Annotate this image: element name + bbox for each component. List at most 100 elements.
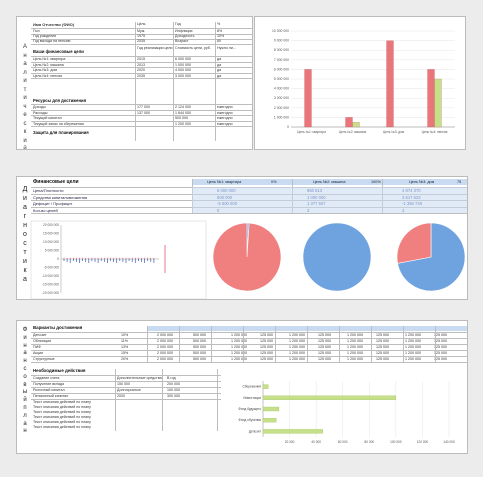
vertical-letter: а [23, 420, 27, 427]
grid-line [217, 369, 218, 431]
profile-cell: Пол [33, 29, 40, 33]
goal-cell: Цель №3: дом [33, 68, 57, 72]
action-cell: 2000 [117, 394, 125, 398]
option-projection-cell: 125 000 [376, 351, 389, 355]
option-projection-cell: 1 200 000 [289, 339, 305, 343]
chart-frame [30, 220, 207, 299]
income-cell: Текущий капитал [33, 116, 62, 120]
option-projection-cell: 125 000 [260, 357, 273, 361]
grid-line [403, 326, 404, 362]
grid-line [31, 213, 467, 214]
option-projection-cell: 1 200 000 [405, 351, 421, 355]
y-tick-label: 6 000 000 [274, 67, 289, 71]
action-cell: Получение вклада [33, 382, 64, 386]
vertical-letter: и [23, 95, 27, 101]
income-cell: ежегодно [217, 110, 233, 115]
grid-line [147, 326, 148, 362]
grid-line [31, 109, 252, 111]
y-tick-label: 2 000 000 [274, 106, 289, 110]
option-cell: Структурные [33, 357, 55, 361]
data-band [382, 187, 467, 213]
x-tick-label: 120 000 [417, 440, 429, 444]
action-cell: 150 000 [117, 382, 130, 386]
vertical-letter: т [23, 249, 27, 256]
option-projection-cell: 125 000 [318, 339, 331, 343]
goal-pie-charts [212, 222, 466, 292]
actions-bar-chart: 20 000 40 000 60 000 80 000 100 000 120 000 14… [223, 379, 463, 449]
y-tick-label: Фонд обучения [238, 418, 261, 422]
income-cell: 177 000 [137, 105, 150, 109]
action-cell: Пенсионный капитал [33, 394, 69, 398]
goal-column-header: Цель №1: квартира [207, 180, 242, 184]
goal-cell: 3 000 000 [175, 73, 191, 78]
vertical-letter: в [23, 381, 27, 388]
vertical-letter: с [23, 120, 27, 127]
grid-line [31, 115, 252, 116]
vertical-title: Аналитическийанализ [21, 43, 29, 149]
vertical-letter: й [23, 397, 27, 404]
option-cell: 500 000 [193, 333, 206, 337]
vertical-letter: е [23, 112, 27, 118]
option-cell: 15% [121, 351, 129, 355]
option-cell: 13% [121, 345, 129, 349]
section-title: Варианты достижения [33, 325, 83, 330]
vertical-letter: л [23, 69, 27, 76]
goal-cell: 6 000 000 [175, 57, 191, 61]
y-tick-label: 1 000 000 [274, 115, 289, 119]
grid-line [31, 120, 252, 122]
income-cell: 137 000 [137, 110, 150, 115]
option-cell: Депозит [33, 333, 47, 337]
y-tick-label: Фонд будущего [238, 407, 261, 411]
action-cell: 200 000 [167, 382, 180, 386]
grid-line [31, 126, 252, 127]
grid-line [31, 356, 467, 357]
income-cell: 1 644 000 [175, 110, 191, 115]
section-title: Финансовые цели [33, 179, 79, 185]
vertical-letter: л [23, 412, 27, 419]
option-cell: 20% [121, 357, 129, 361]
vertical-letter: Ф [22, 327, 28, 333]
grid-line [31, 381, 221, 382]
grid-line [371, 326, 372, 362]
y-tick-label: 7 000 000 [274, 58, 289, 62]
income-cell: ежегодно [217, 105, 233, 109]
pie-slice [302, 222, 372, 292]
vertical-letter: и [23, 78, 27, 84]
option-projection-cell: 125 000 [318, 351, 331, 355]
data-band [192, 187, 292, 213]
action-cell: Создание счета [33, 376, 60, 380]
profile-cell: Доходность [175, 34, 195, 38]
vertical-letter: и [23, 137, 27, 144]
action-cell: Рыночный капитал [33, 388, 65, 392]
profile-cell: 10% [217, 34, 225, 38]
grid-line [31, 362, 467, 363]
header-cell: % [217, 22, 221, 26]
option-projection-cell: 125 000 [318, 357, 331, 361]
grid-line [31, 350, 467, 351]
profile-cell: 60 [217, 39, 221, 43]
option-projection-cell: 1 200 000 [231, 345, 247, 349]
chart-bg [223, 379, 463, 449]
goals-column-header: Год реализации цели [137, 46, 173, 50]
grid-line [211, 326, 212, 362]
y-tick-label: 8 000 000 [274, 48, 289, 52]
income-cell: Текущий запас на сбережения [33, 121, 84, 126]
grid-line [135, 22, 136, 141]
section-title: Ваши финансовые цели [33, 49, 84, 54]
option-projection-cell: 125 000 [260, 351, 273, 355]
cashflow-line-chart: 20 000 000 15 000 000 10 000 000 5 000 000 0… [30, 220, 207, 299]
grid-line [307, 326, 308, 362]
x-tick-label: 40 000 [311, 440, 321, 444]
header-cell: Цель [137, 22, 146, 26]
y-tick-label: 5 000 000 [274, 77, 289, 81]
action-cell: 300 000 [167, 394, 180, 398]
section-title: Защита для планирования [33, 130, 89, 135]
option-projection-cell: 1 200 000 [231, 339, 247, 343]
option-projection-cell: 1 200 000 [405, 357, 421, 361]
vertical-letter: н [23, 358, 27, 365]
vertical-letter: н [23, 428, 27, 435]
option-cell: 2 000 000 [157, 351, 173, 355]
vertical-letter: н [23, 222, 27, 229]
income-cell: Доходы [33, 105, 46, 109]
